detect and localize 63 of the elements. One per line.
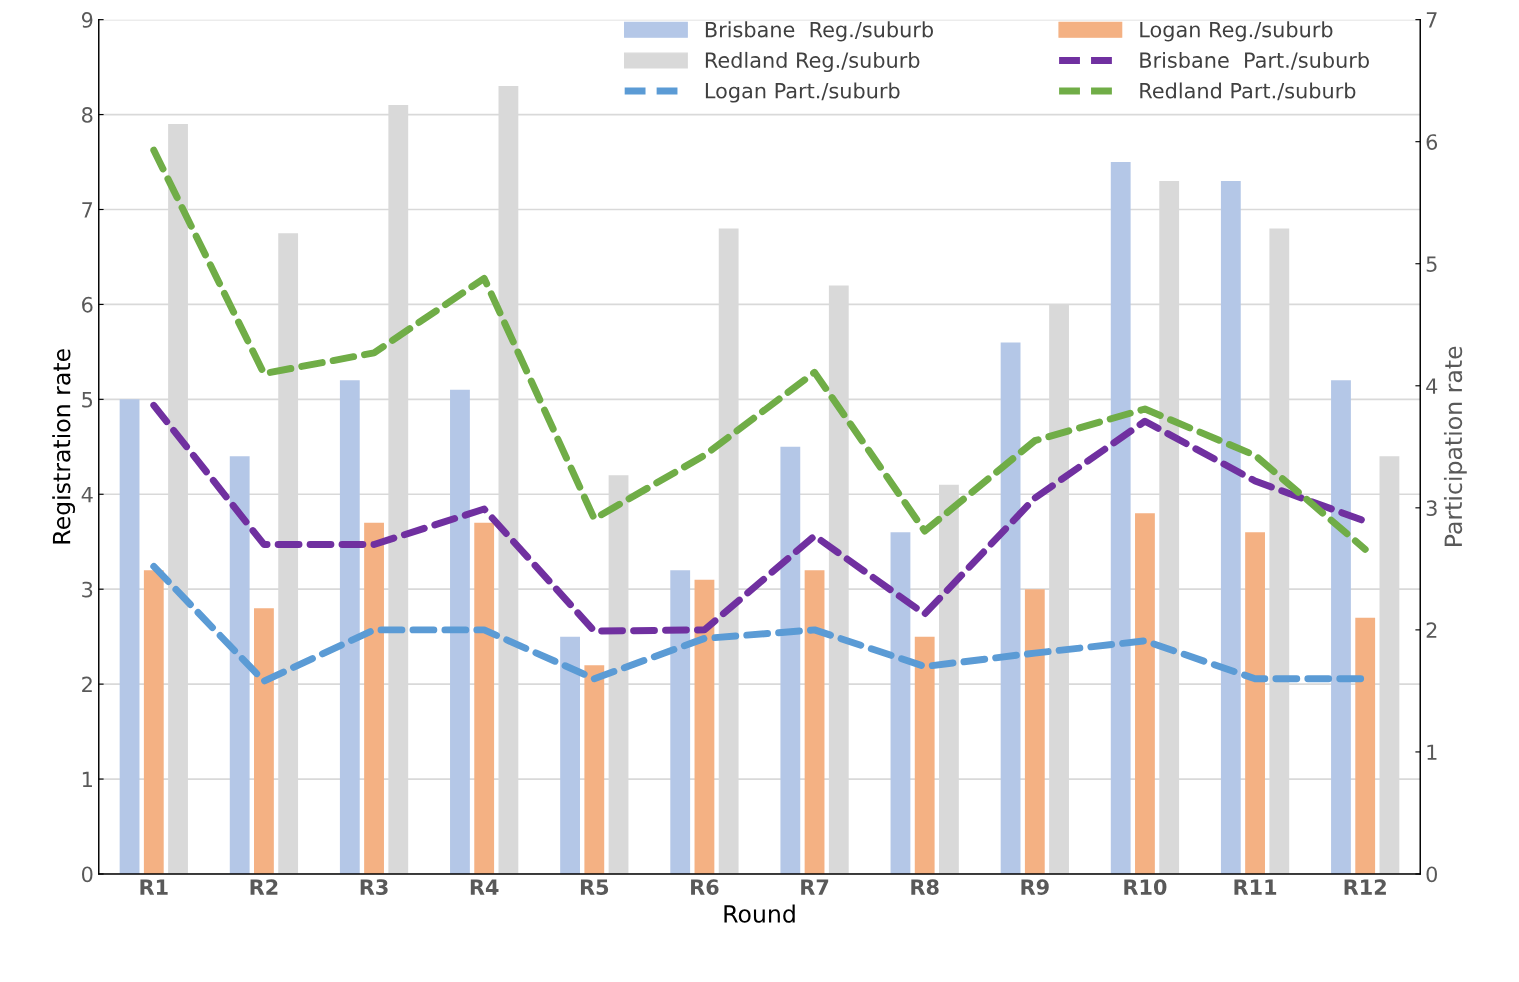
bar [1024, 589, 1045, 874]
x-tick-label: R7 [801, 879, 829, 895]
bar [1331, 380, 1351, 874]
y-axis-title: Registration rate [52, 349, 76, 544]
legend-label: Logan Reg./suburb [1140, 21, 1333, 42]
y-tick-label: 6 [82, 296, 93, 313]
bar [1245, 532, 1265, 874]
x-tick-label: R10 [1124, 879, 1167, 895]
bar [804, 570, 825, 874]
bar [474, 522, 495, 874]
y2-tick-label: 6 [1426, 134, 1438, 150]
y-tick-label: 1 [82, 771, 92, 787]
bar [694, 579, 715, 874]
y-tick-label: 5 [82, 392, 93, 408]
legend-label: Brisbane Part./suburb [1140, 51, 1369, 70]
bar [890, 532, 911, 874]
y-tick-label: 2 [82, 676, 92, 693]
y-tick-label: 8 [82, 107, 93, 123]
y-tick-label: 0 [81, 866, 93, 883]
bar [119, 399, 140, 874]
y-tick-label: 7 [82, 202, 93, 218]
y2-axis-title: Participation rate [1443, 346, 1467, 546]
legend-label: Logan Part./suburb [705, 82, 900, 103]
x-tick-label: R8 [911, 879, 939, 895]
y-tick-label: 4 [81, 487, 93, 503]
bar [1220, 181, 1241, 874]
bar [1135, 513, 1155, 874]
legend-label: Redland Part./suburb [1140, 82, 1356, 101]
x-tick-label: R11 [1234, 879, 1277, 895]
bar [914, 636, 935, 874]
y-tick-label: 9 [81, 12, 93, 28]
legend-label: Redland Reg./suburb [705, 51, 920, 73]
y2-tick-label: 7 [1426, 12, 1437, 28]
bar [143, 570, 164, 874]
bar [450, 389, 470, 874]
x-tick-label: R5 [580, 879, 609, 895]
bar [584, 665, 605, 874]
x-tick-label: R6 [691, 879, 719, 895]
y2-tick-label: 5 [1426, 256, 1437, 272]
x-tick-label: R3 [360, 879, 388, 895]
bar [254, 608, 274, 874]
legend-label: Brisbane Reg./suburb [705, 21, 933, 42]
bar [1110, 162, 1131, 874]
bar [1000, 342, 1021, 874]
y2-tick-label: 1 [1427, 744, 1437, 760]
bar [780, 446, 801, 874]
bar [560, 636, 580, 874]
y2-tick-label: 2 [1426, 622, 1437, 638]
y2-tick-label: 4 [1426, 378, 1438, 394]
y2-tick-label: 0 [1426, 866, 1437, 883]
bar [339, 380, 360, 874]
y-tick-label: 3 [82, 581, 93, 598]
x-tick-label: R9 [1021, 879, 1049, 895]
x-tick-label: R12 [1344, 879, 1386, 895]
x-tick-label: R4 [470, 879, 499, 895]
y2-tick-label: 3 [1426, 500, 1437, 517]
x-tick-label: R2 [250, 879, 278, 895]
x-tick-label: R1 [140, 879, 168, 895]
bar [670, 570, 691, 874]
bar [364, 522, 384, 874]
bar [229, 456, 250, 874]
x-axis-title: Round [724, 904, 795, 923]
bar [1355, 617, 1376, 874]
